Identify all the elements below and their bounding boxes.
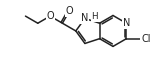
Text: N: N [123,18,130,28]
Text: O: O [66,6,73,16]
Text: N: N [81,13,89,23]
Text: H: H [91,12,98,21]
Text: Cl: Cl [142,34,151,44]
Text: O: O [46,11,54,21]
